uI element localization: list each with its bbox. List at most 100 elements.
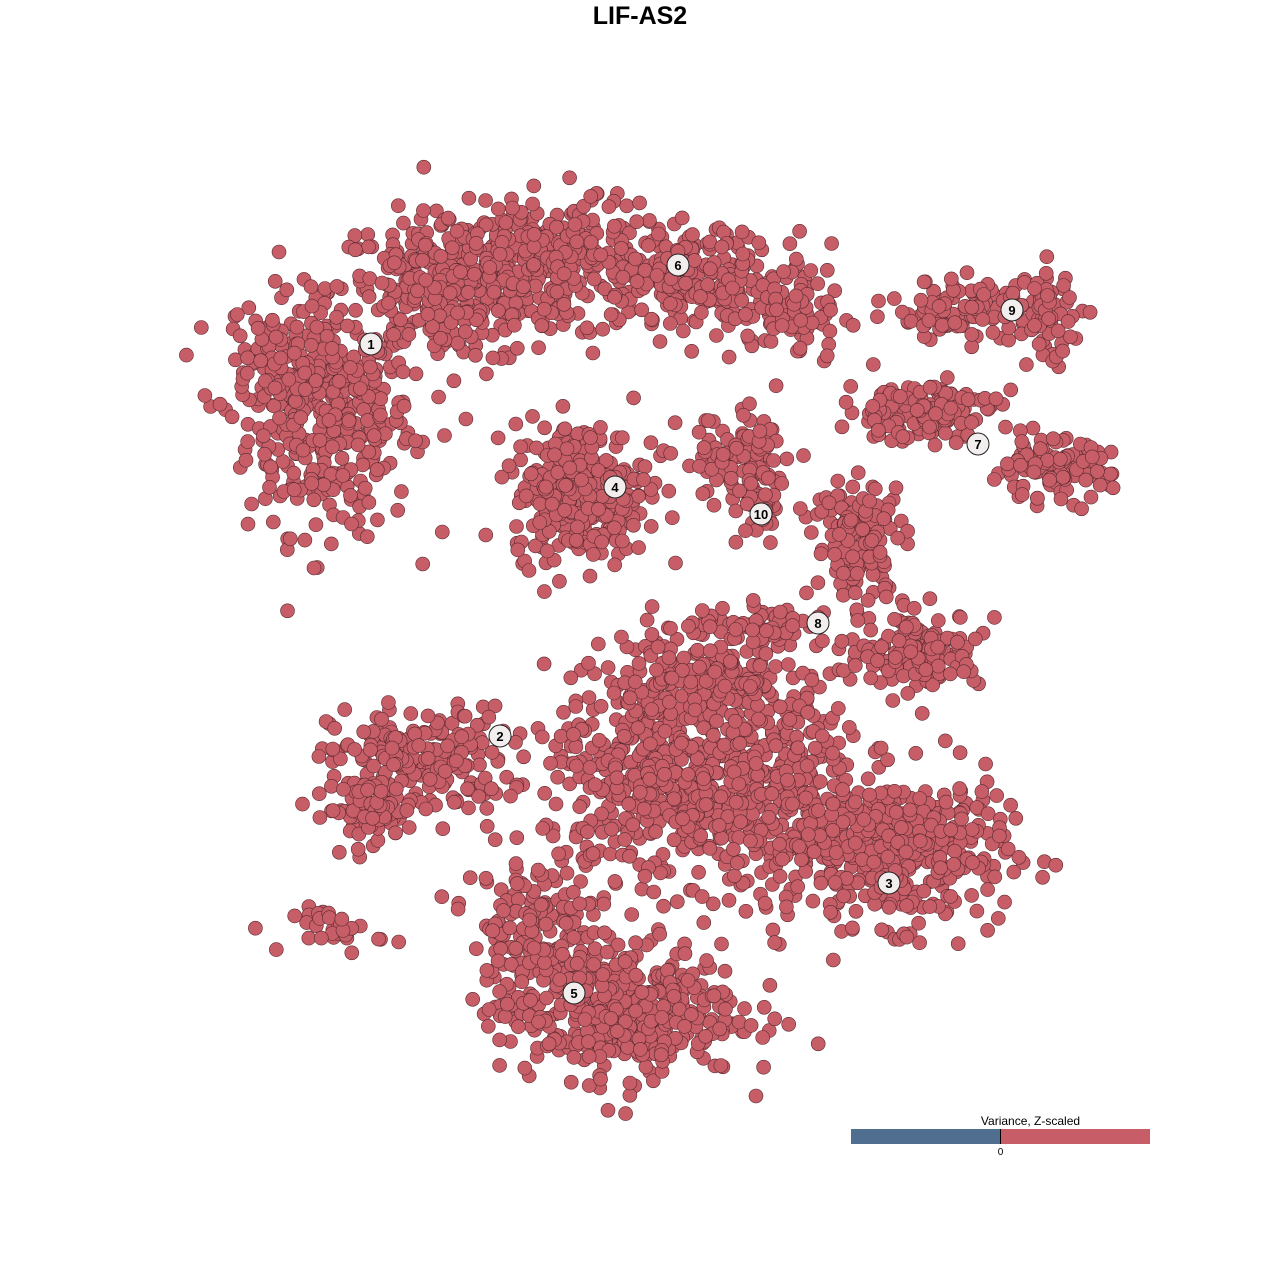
cell-point-cluster-5 [462,870,478,886]
cell-point-cluster-5 [828,845,844,860]
cell-point-cluster-4 [664,510,680,526]
cell-point-cluster-10 [760,470,776,486]
cell-point-cluster-4 [557,502,573,518]
cell-point-cluster-1 [370,512,385,528]
cell-point-cluster-6 [641,238,656,253]
chart-title: LIF-AS2 [592,2,688,30]
cell-point-cluster-8 [863,670,879,686]
cell-point-cluster-8 [850,613,866,628]
cell-point-cluster-5 [593,698,609,714]
cell-point-cluster-3 [980,806,996,822]
cell-point-cluster-3 [912,833,928,849]
cell-point-cluster-3 [874,922,890,938]
cell-point-cluster-2 [360,782,375,798]
cell-point-cluster-2 [403,706,419,721]
cell-point-cluster-5 [742,679,758,694]
cell-point-cluster-5 [727,868,742,884]
cell-point-cluster-5 [714,936,729,952]
cell-point-cluster-1 [334,450,350,466]
cell-point-cluster-8 [728,622,744,637]
cell-point-cluster-3 [952,745,968,761]
cell-point-cluster-3 [938,794,954,810]
cell-point-cluster-5 [713,1058,729,1073]
cell-point-cluster-5 [873,740,889,756]
cell-point-cluster-5 [661,650,677,666]
cell-point-cluster-1 [585,345,601,361]
cell-point-cluster-5 [492,984,507,999]
cell-point-cluster-9 [1056,278,1071,293]
cell-point-cluster-1 [281,372,297,387]
cell-point-cluster-3 [1003,797,1018,813]
cell-point-cluster-3 [813,875,829,891]
cell-point-cluster-8 [834,633,850,649]
cell-point-cluster-4 [562,460,578,476]
cluster-label-text: 7 [974,437,981,452]
cell-point-cluster-5 [526,940,542,956]
cell-point-cluster-8 [930,613,946,628]
cell-point-cluster-1 [361,239,376,255]
cell-point-cluster-4 [661,483,677,499]
cell-point-cluster-5 [600,660,616,675]
cell-point-cluster-7 [1053,491,1069,507]
cell-point-cluster-3 [943,822,959,838]
cell-point-cluster-7 [964,415,979,430]
cell-point-cluster-9 [1038,265,1054,281]
cell-point-cluster-6 [687,253,702,268]
cell-point-cluster-5 [487,832,503,848]
cell-point-cluster-1 [324,341,340,356]
cell-point-cluster-1 [469,312,484,328]
cell-point-cluster-2 [344,945,360,961]
legend-zero-marker [1000,1129,1001,1144]
cell-point-cluster-7 [1053,451,1068,467]
cell-point-cluster-5 [716,737,732,753]
cell-point-cluster-1 [373,407,388,423]
cell-point-cluster-5 [694,889,710,904]
cell-point-cluster-5 [717,963,733,979]
cell-point-cluster-3 [980,922,995,938]
cell-point-cluster-4 [494,469,510,485]
cell-point-cluster-1 [286,345,302,361]
cell-point-cluster-6 [442,285,458,301]
cell-point-cluster-7 [988,391,1004,407]
cell-point-cluster-1 [350,437,366,453]
cell-point-cluster-10 [696,440,712,456]
cell-point-cluster-1 [416,159,432,175]
cell-point-cluster-8 [813,546,829,562]
cell-point-cluster-8 [681,618,696,634]
cell-point-cluster-5 [669,894,685,910]
cell-point-cluster-5 [709,713,724,729]
cell-point-cluster-6 [694,305,709,320]
cell-point-cluster-5 [743,1018,759,1033]
cell-point-cluster-5 [714,830,729,846]
cell-point-cluster-5 [726,841,741,857]
cell-point-cluster-9 [1060,314,1076,329]
cell-point-cluster-1 [297,532,313,548]
cell-point-cluster-6 [468,236,484,251]
cell-point-cluster-2 [422,771,438,787]
cell-point-cluster-2 [384,740,400,756]
cell-point-cluster-6 [583,234,599,250]
cell-point-cluster-1 [253,353,269,369]
cell-point-cluster-9 [1027,318,1042,333]
cell-point-cluster-3 [848,903,864,919]
cluster-label-9: 9 [1000,298,1024,322]
cell-point-cluster-2 [487,698,503,714]
cell-point-cluster-2 [457,708,473,724]
cell-point-cluster-3 [922,899,938,914]
cell-point-cluster-8 [906,600,922,616]
cell-point-cluster-4 [555,398,571,414]
cell-point-cluster-2 [435,821,451,837]
cell-point-cluster-5 [450,901,466,917]
cell-point-cluster-1 [343,488,358,503]
cell-point-cluster-1 [267,273,283,289]
cell-point-cluster-1 [308,373,324,389]
cell-point-cluster-2 [333,751,348,767]
cell-point-cluster-4 [607,557,623,573]
cell-point-cluster-5 [551,846,566,862]
cell-point-cluster-7 [1045,431,1061,447]
cell-point-cluster-3 [862,787,877,803]
cell-point-cluster-6 [700,277,716,293]
cell-point-cluster-4 [523,466,539,482]
cell-point-cluster-5 [536,656,552,672]
cell-point-cluster-2 [356,724,372,740]
